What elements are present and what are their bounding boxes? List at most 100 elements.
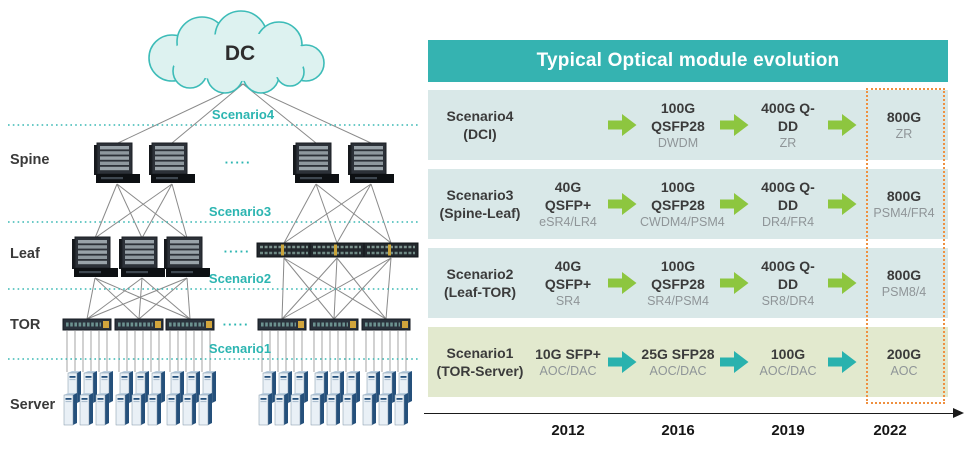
spine-switch — [347, 142, 395, 184]
evolution-arrow-icon — [719, 114, 749, 136]
module-cell: 200G AOC — [886, 345, 922, 378]
row-label: Scenario3 (Spine-Leaf) — [428, 186, 532, 222]
module-cell: 100G QSFP28 DWDM — [651, 99, 705, 151]
server-group — [64, 371, 113, 425]
timeline-line — [424, 413, 954, 414]
scenario-context: (Spine-Leaf) — [439, 205, 521, 221]
leaf-switch-row: ····· — [71, 236, 420, 278]
cloud-to-spine-links — [117, 83, 372, 144]
layer-label-leaf: Leaf — [10, 246, 40, 262]
module-cell: 25G SFP28 AOC/DAC — [641, 345, 715, 378]
tor-switch — [61, 317, 113, 332]
evolution-arrow-icon — [607, 193, 637, 215]
tor-switch — [113, 317, 165, 332]
evolution-arrow-icon — [827, 351, 857, 373]
leaf-switch-stack — [255, 241, 313, 259]
scenario1-row: Scenario1 (TOR-Server) 10G SFP+ AOC/DAC … — [428, 327, 948, 397]
module-cell: 100G QSFP28 CWDM4/PSM4 — [640, 178, 725, 230]
leaf-to-tor-links — [86, 257, 392, 320]
module-cell: 10G SFP+ AOC/DAC — [535, 345, 601, 378]
scenario-boundary-lines — [8, 124, 418, 360]
evolution-arrow-icon — [607, 114, 637, 136]
timeline-axis: 2012 2016 2019 2022 — [424, 408, 969, 449]
evolution-panel: Typical Optical module evolution Scenari… — [424, 40, 964, 451]
row-label: Scenario2 (Leaf-TOR) — [428, 265, 532, 301]
layer-label-spine: Spine — [10, 152, 49, 168]
server-row — [64, 371, 412, 425]
scenario3-marker: Scenario3 — [209, 204, 271, 219]
scenario-context: (TOR-Server) — [436, 363, 524, 379]
tor-switch — [164, 317, 216, 332]
spine-ellipsis: ····· — [225, 155, 252, 170]
year-label: 2022 — [873, 422, 907, 439]
module-cell: 40G QSFP+ eSR4/LR4 — [539, 178, 597, 230]
evolution-arrow-icon — [827, 114, 857, 136]
tor-switch — [256, 317, 308, 332]
year-label: 2016 — [661, 422, 695, 439]
scenario-name: Scenario2 — [446, 265, 514, 282]
evolution-arrow-icon — [607, 272, 637, 294]
dc-cloud-label: DC — [225, 42, 255, 65]
tor-switch — [308, 317, 360, 332]
layer-label-tor: TOR — [10, 317, 41, 333]
layer-label-server: Server — [10, 397, 56, 413]
module-cell: 400G Q-DD ZR — [761, 99, 815, 151]
spine-switch — [93, 142, 141, 184]
tor-switch-row: ····· — [61, 317, 412, 332]
scenario-rows: Scenario4 (DCI) 100G QSFP28 DWDM 400G Q-… — [428, 90, 948, 406]
leaf-switch — [118, 236, 166, 278]
server-group — [363, 371, 412, 425]
server-group — [259, 371, 308, 425]
scenario3-row: Scenario3 (Spine-Leaf) 40G QSFP+ eSR4/LR… — [428, 169, 948, 239]
tor-to-server-links — [66, 331, 407, 372]
scenario4-marker: Scenario4 — [212, 107, 275, 122]
scenario-context: (Leaf-TOR) — [443, 284, 517, 300]
leaf-ellipsis: ····· — [224, 244, 251, 259]
module-cell: 100G QSFP28 SR4/PSM4 — [647, 257, 709, 309]
scenario1-marker: Scenario1 — [209, 341, 271, 356]
topology-canvas: DC ····· ····· — [8, 10, 420, 451]
module-cell: 800G PSM4/FR4 — [873, 187, 935, 220]
scenario4-row: Scenario4 (DCI) 100G QSFP28 DWDM 400G Q-… — [428, 90, 948, 160]
leaf-switch-stack — [362, 241, 420, 259]
row-label: Scenario4 (DCI) — [428, 107, 532, 143]
dc-topology-diagram: DC ····· ····· — [0, 0, 430, 451]
scenario-context: (DCI) — [463, 126, 497, 142]
row-label: Scenario1 (TOR-Server) — [428, 344, 532, 380]
tor-ellipsis: ····· — [223, 317, 250, 332]
server-group — [116, 371, 165, 425]
module-cell: 400G Q-DD SR8/DR4 — [761, 257, 815, 309]
module-cell: 100G AOC/DAC — [759, 345, 817, 378]
server-group — [311, 371, 360, 425]
spine-switch — [148, 142, 196, 184]
scenario2-row: Scenario2 (Leaf-TOR) 40G QSFP+ SR4 100G … — [428, 248, 948, 318]
evolution-arrow-icon — [719, 351, 749, 373]
spine-to-leaf-links — [94, 183, 392, 244]
leaf-switch — [71, 236, 119, 278]
server-group — [167, 371, 216, 425]
year-label: 2019 — [771, 422, 805, 439]
module-cell: 40G QSFP+ SR4 — [544, 257, 592, 309]
year-label: 2012 — [551, 422, 585, 439]
leaf-switch — [163, 236, 211, 278]
scenario-name: Scenario3 — [446, 186, 514, 203]
timeline-arrowhead-icon — [953, 408, 964, 418]
module-cell: 800G ZR — [886, 108, 922, 141]
scenario2-marker: Scenario2 — [209, 271, 271, 286]
module-cell: 800G PSM8/4 — [881, 266, 927, 299]
evolution-arrow-icon — [719, 193, 749, 215]
module-cell: 400G Q-DD DR4/FR4 — [761, 178, 815, 230]
panel-title: Typical Optical module evolution — [428, 40, 948, 82]
scenario-name: Scenario1 — [446, 344, 514, 361]
tor-switch — [360, 317, 412, 332]
evolution-arrow-icon — [719, 272, 749, 294]
dc-cloud: DC — [148, 10, 325, 94]
evolution-arrow-icon — [607, 351, 637, 373]
spine-switch-row: ····· — [93, 142, 395, 184]
spine-switch — [292, 142, 340, 184]
evolution-arrow-icon — [827, 272, 857, 294]
leaf-switch-stack — [308, 241, 366, 259]
scenario-name: Scenario4 — [446, 107, 514, 124]
evolution-arrow-icon — [827, 193, 857, 215]
